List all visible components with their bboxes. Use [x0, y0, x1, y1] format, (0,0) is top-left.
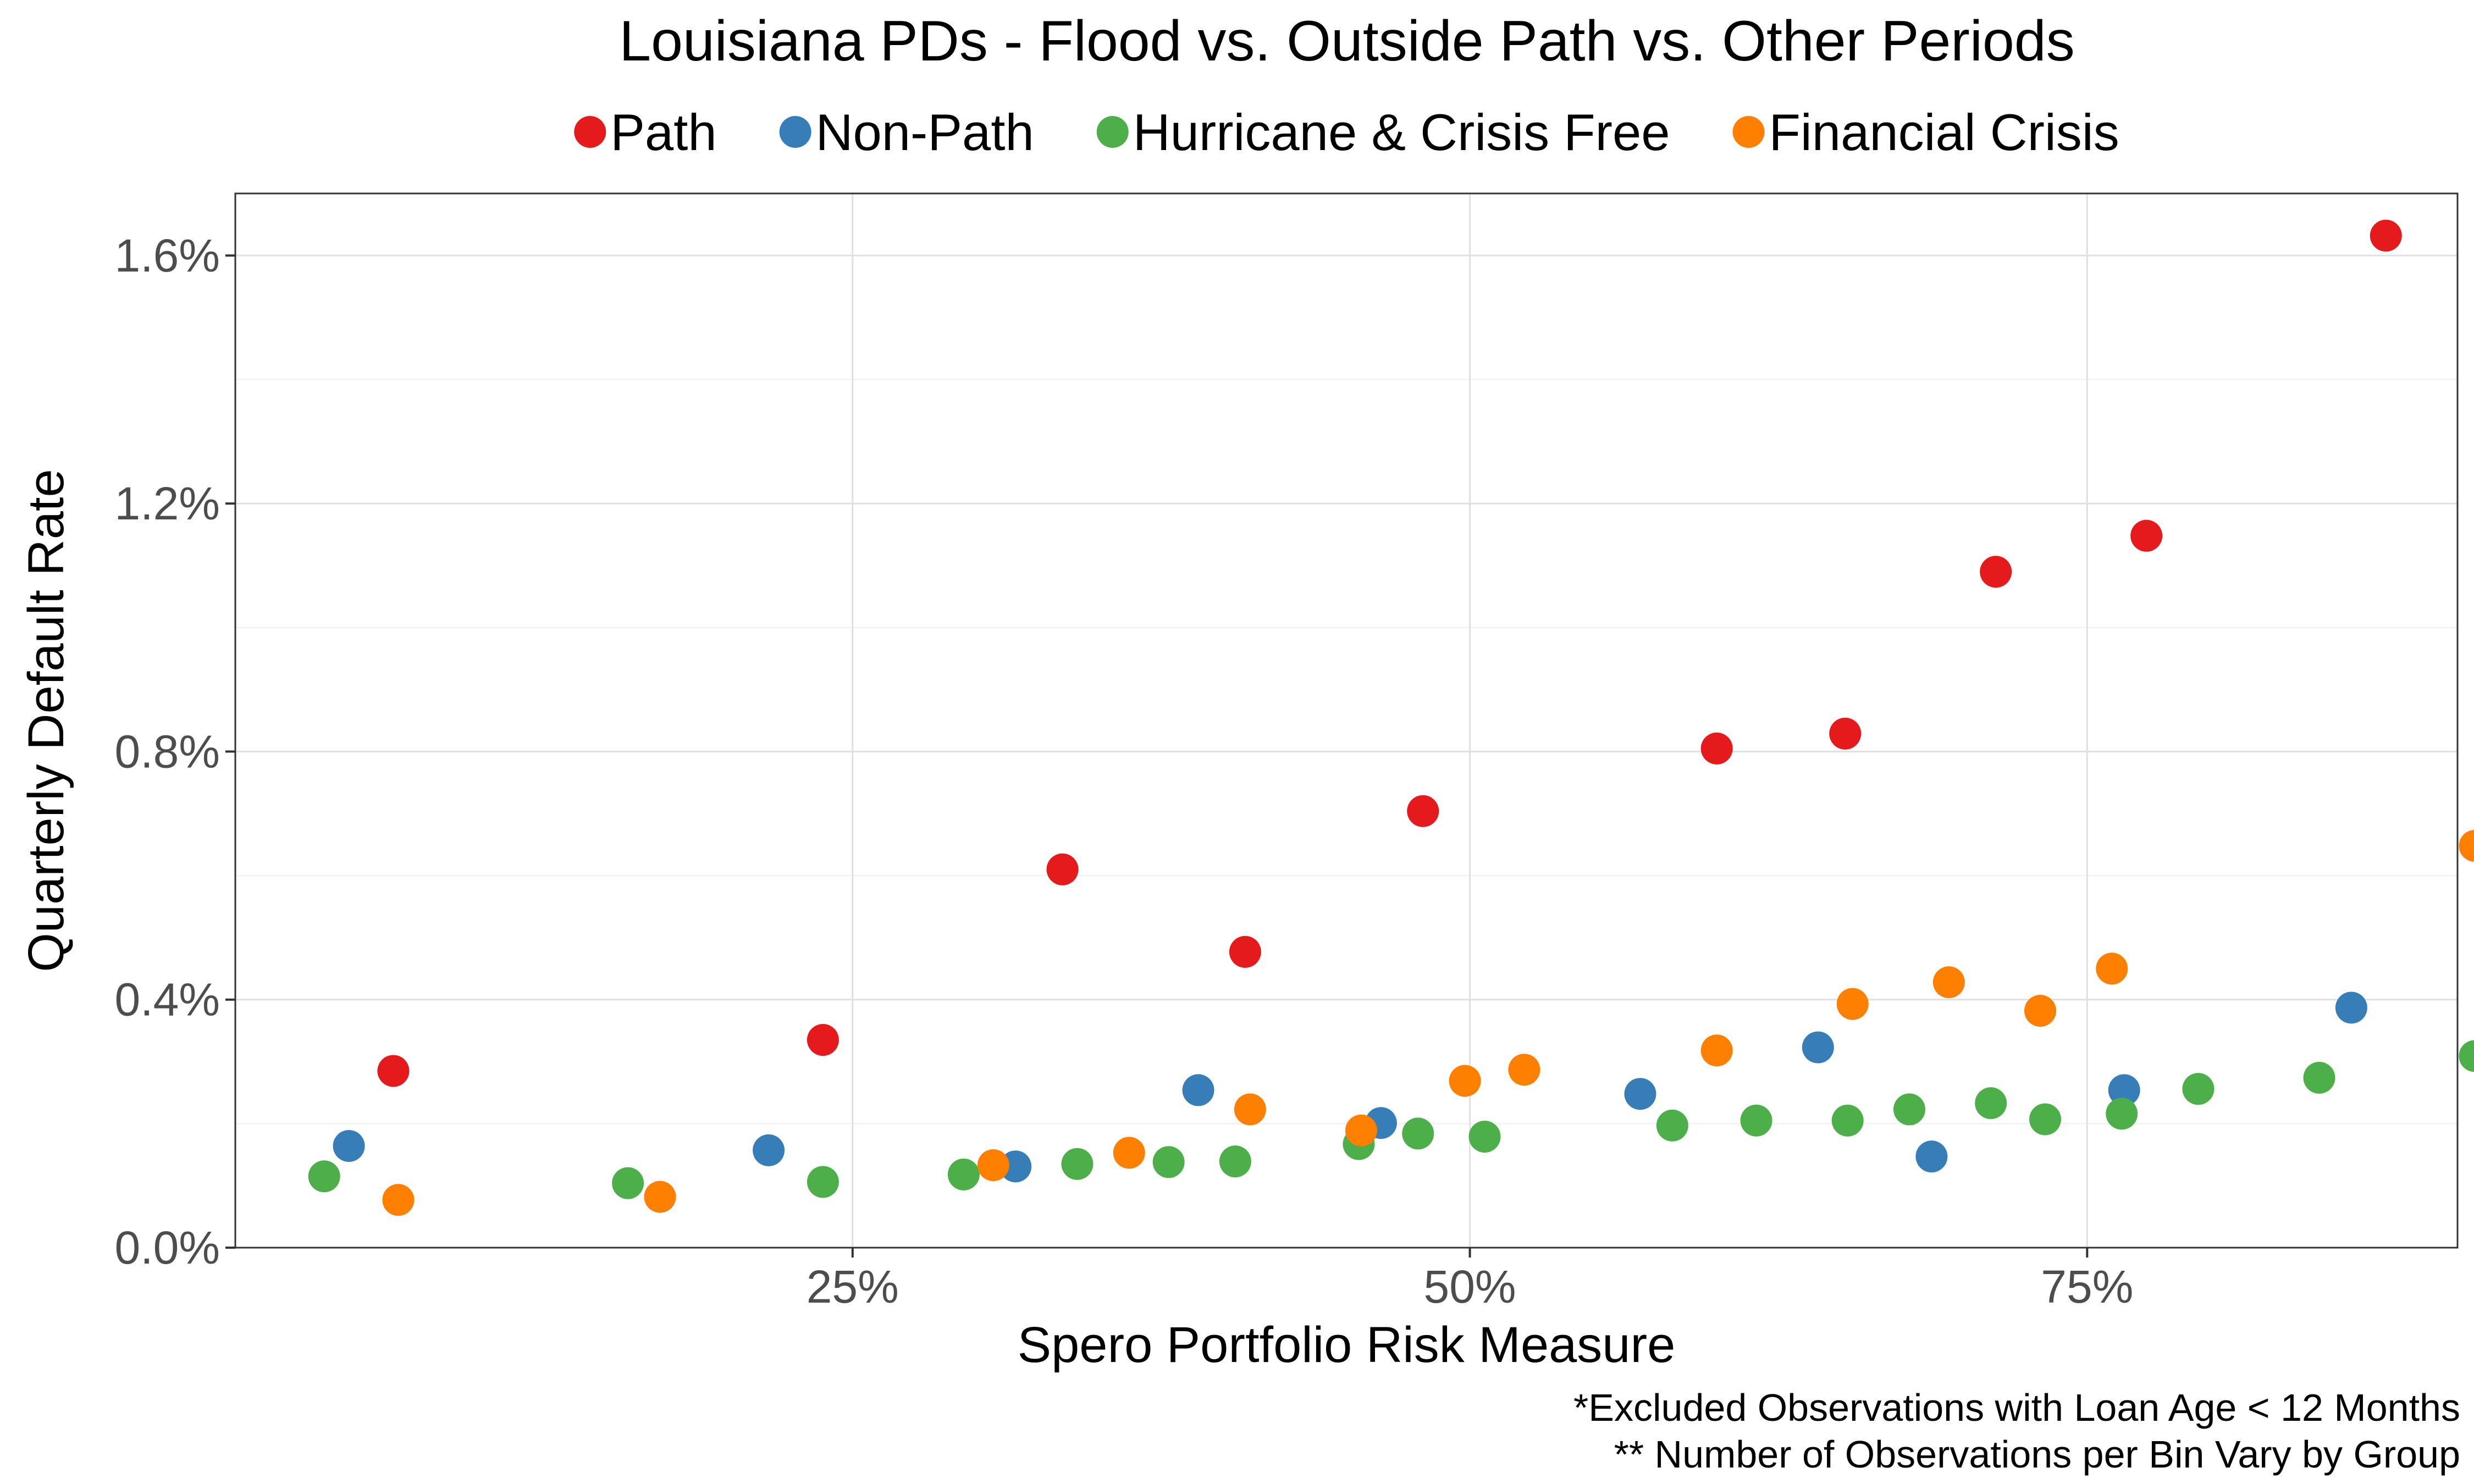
y-tick-label: 0.8% — [115, 726, 220, 777]
data-point — [644, 1181, 676, 1213]
data-point — [2182, 1073, 2215, 1105]
data-point — [1229, 935, 1261, 968]
series-path — [377, 219, 2402, 1087]
series-financial-crisis — [382, 829, 2474, 1216]
data-point — [807, 1166, 839, 1198]
data-point — [2130, 519, 2163, 552]
data-points — [308, 219, 2474, 1216]
data-point — [1656, 1109, 1688, 1142]
y-axis-title: Quarterly Default Rate — [18, 469, 74, 972]
data-point — [1061, 1148, 1094, 1180]
x-tick-label: 25% — [807, 1261, 899, 1313]
legend-key — [1732, 116, 1765, 148]
caption-line-1: *Excluded Observations with Loan Age < 1… — [1573, 1386, 2460, 1429]
x-axis-title: Spero Portfolio Risk Measure — [1018, 1317, 1676, 1373]
data-point — [2459, 829, 2474, 862]
data-point — [2335, 992, 2367, 1024]
data-point — [1829, 717, 1862, 750]
data-point — [1407, 795, 1439, 827]
data-point — [2303, 1061, 2335, 1094]
data-point — [1836, 988, 1869, 1020]
series-hurricane-crisis-free — [308, 1040, 2474, 1199]
legend-label: Financial Crisis — [1769, 103, 2119, 161]
legend-key — [1096, 116, 1129, 148]
legend-label: Hurricane & Crisis Free — [1133, 103, 1670, 161]
y-tick-label: 1.2% — [115, 478, 220, 529]
data-point — [753, 1134, 785, 1166]
data-point — [1402, 1117, 1434, 1150]
plot-panel-border — [234, 192, 2459, 1249]
legend-key — [574, 116, 606, 148]
data-point — [1449, 1065, 1481, 1097]
data-point — [377, 1055, 410, 1087]
data-point — [2096, 953, 2128, 985]
data-point — [977, 1149, 1009, 1181]
data-point — [1468, 1121, 1501, 1153]
x-tick-label: 50% — [1423, 1261, 1516, 1313]
data-point — [1980, 556, 2012, 588]
legend-key — [779, 116, 811, 148]
data-point — [1700, 1034, 1733, 1067]
data-point — [2106, 1098, 2138, 1130]
data-point — [2108, 1074, 2140, 1106]
data-point — [1345, 1114, 1377, 1147]
data-point — [1893, 1093, 1925, 1126]
data-point — [1700, 732, 1733, 765]
data-point — [1046, 853, 1079, 885]
data-point — [1219, 1145, 1251, 1178]
data-point — [612, 1167, 644, 1199]
data-point — [308, 1160, 340, 1193]
legend: Path Non-Path Hurricane & Crisis Free Finan… — [574, 103, 2119, 161]
y-tick-label: 0.0% — [115, 1222, 220, 1273]
data-point — [1740, 1104, 1772, 1137]
chart-title: Louisiana PDs - Flood vs. Outside Path v… — [619, 9, 2074, 73]
y-tick-label: 1.6% — [115, 230, 220, 281]
data-point — [807, 1024, 839, 1056]
legend-label: Path — [610, 103, 716, 161]
data-point — [1915, 1140, 1948, 1173]
data-point — [333, 1129, 365, 1162]
data-point — [1624, 1078, 1656, 1110]
y-tick-label: 0.4% — [115, 974, 220, 1026]
data-point — [1182, 1074, 1214, 1106]
data-point — [1975, 1087, 2007, 1120]
data-point — [2029, 1103, 2061, 1136]
legend-label: Non-Path — [816, 103, 1034, 161]
x-tick-label: 75% — [2041, 1261, 2133, 1313]
caption-line-2: ** Number of Observations per Bin Vary b… — [1614, 1433, 2460, 1476]
x-axis: 25% 50% 75% — [807, 1248, 2133, 1313]
data-point — [382, 1184, 415, 1216]
data-point — [2370, 219, 2402, 252]
data-point — [1802, 1031, 1834, 1064]
data-point — [1234, 1093, 1266, 1126]
data-point — [2459, 1040, 2474, 1072]
data-point — [1831, 1104, 1864, 1137]
data-point — [947, 1158, 980, 1190]
data-point — [2024, 995, 2057, 1027]
y-axis: 0.0% 0.4% 0.8% 1.2% 1.6% — [115, 230, 235, 1273]
data-point — [1932, 966, 1965, 999]
data-point — [1508, 1054, 1540, 1086]
data-point — [1152, 1146, 1185, 1178]
data-point — [1113, 1137, 1145, 1169]
